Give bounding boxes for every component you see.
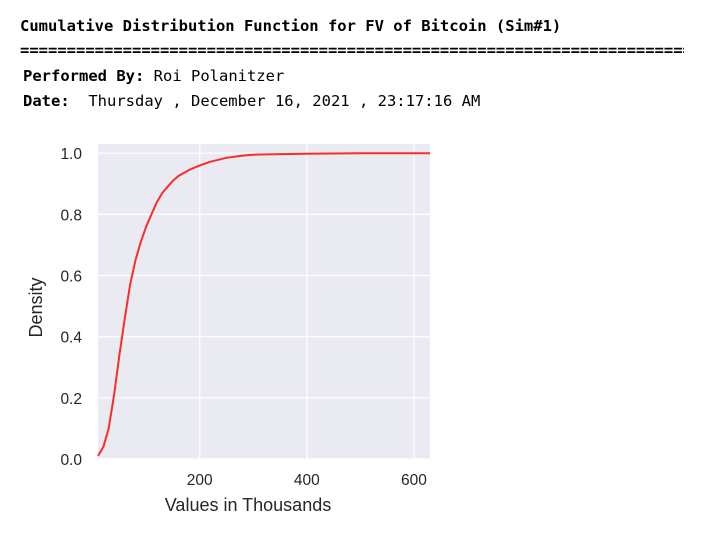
date-line: Date: Thursday , December 16, 2021 , 23:… (23, 92, 480, 110)
y-axis-label: Density (26, 277, 46, 337)
cdf-chart: 0.0 0.2 0.4 0.6 0.8 1.0 200 400 600 Values in Th… (26, 144, 430, 515)
y-tick-label: 0.8 (60, 207, 82, 224)
x-axis-label: Values in Thousands (165, 495, 331, 515)
x-tick-label: 600 (401, 472, 427, 489)
y-tick-label: 0.0 (60, 452, 82, 469)
y-tick-label: 0.4 (60, 330, 82, 347)
performed-by-value: Roi Polanitzer (144, 67, 285, 85)
x-tick-label: 200 (187, 472, 213, 489)
tick-labels: 0.0 0.2 0.4 0.6 0.8 1.0 200 400 600 (60, 146, 427, 489)
plot-area (98, 144, 430, 459)
series-layer (97, 152, 430, 457)
y-tick-label: 0.2 (60, 391, 82, 408)
x-tick-label: 400 (294, 472, 320, 489)
title-separator: ========================================… (20, 41, 684, 59)
date-value: Thursday , December 16, 2021 , 23:17:16 … (69, 92, 481, 110)
date-label: Date: (23, 92, 70, 110)
cdf-line (97, 152, 430, 457)
grid-lines (98, 144, 430, 460)
y-tick-label: 0.6 (60, 269, 82, 286)
performed-by-label: Performed By: (23, 67, 145, 85)
y-tick-label: 1.0 (60, 146, 82, 163)
performed-by-line: Performed By: Roi Polanitzer (23, 67, 284, 85)
report-title: Cumulative Distribution Function for FV … (20, 17, 562, 35)
